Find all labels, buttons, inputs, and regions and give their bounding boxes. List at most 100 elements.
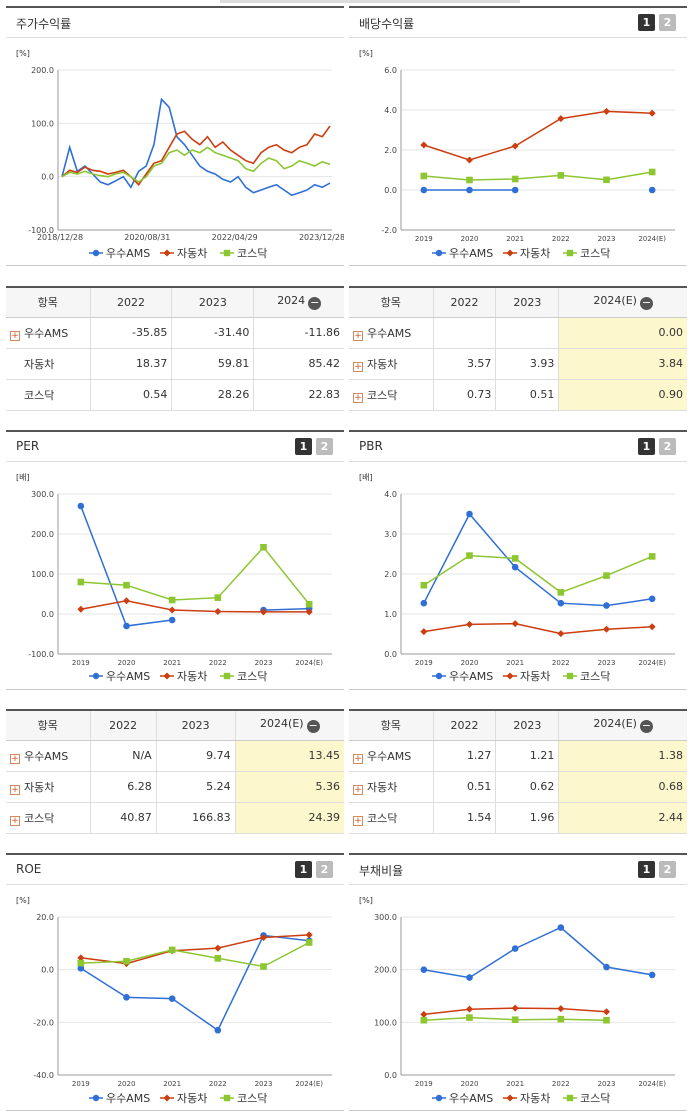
header-label: 항목 [380, 719, 401, 733]
expand-plus-icon[interactable]: + [10, 330, 20, 341]
row-label: 코스닥 [24, 388, 55, 402]
page-2-button[interactable]: 2 [659, 861, 676, 878]
data-point-ams [557, 924, 565, 931]
header-label: 항목 [37, 719, 58, 733]
legend-marker-ams [92, 672, 100, 680]
data-point-kosdaq [77, 578, 85, 586]
page-1-button[interactable]: 1 [638, 438, 655, 455]
data-point-kosdaq [648, 168, 656, 176]
page-2-button[interactable]: 2 [316, 861, 333, 878]
table-row: + 코스닥 0.73 0.51 0.90 [349, 379, 687, 411]
pbr-panel: PBR 1 2 [배] 4.0 3.0 2.0 1.0 0.0 2019 2020 2021 20… [349, 430, 687, 690]
column-header-year: 2023 [495, 710, 559, 741]
top-strip [220, 0, 520, 3]
row-label: 자동차 [367, 357, 398, 371]
data-point-kosdaq [260, 963, 267, 970]
page-1-button[interactable]: 1 [295, 438, 312, 455]
row-label: 우수AMS [24, 749, 69, 763]
expand-plus-icon[interactable]: + [353, 753, 363, 764]
data-point-kosdaq [77, 959, 85, 967]
x-tick-label: 2019 [415, 235, 433, 243]
collapse-icon[interactable]: − [639, 296, 653, 311]
data-point-kosdaq [557, 589, 565, 596]
value-cell: -31.40 [171, 317, 254, 349]
data-point-auto [603, 1008, 610, 1016]
page-1-button[interactable]: 1 [638, 14, 655, 31]
data-point-kosdaq [603, 1016, 610, 1024]
data-point-auto [168, 606, 176, 614]
column-header-year: 2024(E) − [558, 287, 687, 318]
data-point-ams [648, 595, 656, 603]
header-label: 항목 [380, 296, 401, 310]
table-row: + 우수AMS 0.00 [349, 317, 687, 349]
x-tick-label: 2023 [598, 659, 616, 667]
page-1-button[interactable]: 1 [295, 861, 312, 878]
data-point-kosdaq [603, 572, 610, 579]
collapse-icon[interactable]: − [306, 719, 320, 734]
y-tick-label: 100.0 [374, 1018, 397, 1027]
roe-chart: [%] 20.0 0.0 -20.0 -40.0 2019 2020 2021 2022 2023… [16, 896, 332, 1105]
y-tick-label: 3.0 [384, 530, 397, 539]
data-point-ams [123, 994, 130, 1001]
legend-label-kosdaq: 코스닥 [237, 670, 267, 683]
header-label: 항목 [37, 296, 58, 310]
x-tick-label: 2023 [255, 1080, 273, 1088]
series-line-ams [80, 934, 310, 1032]
data-point-kosdaq [214, 594, 222, 601]
data-point-auto [511, 142, 519, 150]
value-cell: 5.24 [155, 771, 236, 803]
value-cell: 28.26 [171, 379, 254, 411]
y-tick-label: 300.0 [374, 913, 397, 922]
page-2-button[interactable]: 2 [659, 438, 676, 455]
y-unit-label: [%] [16, 896, 30, 905]
x-tick-label: 2024(E) [295, 659, 323, 667]
table-row: 자동차 18.37 59.81 85.42 [6, 348, 344, 380]
x-tick-label: 2019 [72, 659, 90, 667]
table-row: + 자동차 3.57 3.93 3.84 [349, 348, 687, 380]
expand-plus-icon[interactable]: + [10, 815, 20, 826]
value-cell: 0.62 [495, 771, 559, 803]
expand-plus-icon[interactable]: + [353, 784, 363, 795]
legend-label-kosdaq: 코스닥 [580, 670, 610, 683]
data-point-ams [420, 186, 428, 194]
x-tick-label: 2024(E) [638, 235, 666, 243]
legend-marker-kosdaq [566, 249, 574, 257]
data-point-auto [214, 944, 222, 952]
data-point-auto [511, 620, 519, 628]
collapse-icon[interactable]: − [639, 719, 653, 734]
column-header-year: 2022 [89, 287, 172, 318]
series-line-kosdaq [61, 146, 331, 183]
column-header-item: 항목 [349, 287, 433, 318]
expand-plus-icon[interactable]: + [10, 753, 20, 764]
data-point-auto [603, 625, 610, 633]
data-point-auto [214, 607, 222, 615]
y-tick-label: 100.0 [31, 119, 54, 128]
x-tick-label: 2020 [461, 235, 479, 243]
header-label: 2024(E) [260, 717, 304, 731]
legend-label-ams: 우수AMS [449, 670, 493, 683]
debt-ratio-chart: [%]300.0 200.0 100.0 0.0 2019 2020 2021 2022 202… [359, 896, 675, 1105]
expand-plus-icon[interactable]: + [353, 392, 363, 403]
data-point-auto [420, 628, 428, 636]
legend-marker-kosdaq [223, 672, 231, 680]
page-2-button[interactable]: 2 [316, 438, 333, 455]
x-tick-label: 2021 [506, 659, 524, 667]
data-point-ams [168, 995, 176, 1002]
data-point-auto [123, 597, 130, 605]
expand-plus-icon[interactable]: + [10, 784, 20, 795]
y-tick-label: -2.0 [381, 226, 397, 235]
y-tick-label: 2.0 [384, 570, 397, 579]
expand-plus-icon[interactable]: + [353, 330, 363, 341]
legend-marker-auto [506, 1094, 514, 1102]
page-1-button[interactable]: 1 [638, 861, 655, 878]
expand-plus-icon[interactable]: + [353, 815, 363, 826]
header-label: 2023 [513, 295, 542, 309]
expand-plus-icon[interactable]: + [353, 361, 363, 372]
value-cell: 5.36 [234, 771, 344, 803]
collapse-icon[interactable]: − [308, 296, 322, 311]
value-cell: 18.37 [89, 348, 172, 380]
page-2-button[interactable]: 2 [659, 14, 676, 31]
table-row: + 자동차 0.51 0.62 0.68 [349, 771, 687, 803]
column-header-year: 2024− [253, 287, 344, 318]
value-cell [432, 317, 496, 349]
